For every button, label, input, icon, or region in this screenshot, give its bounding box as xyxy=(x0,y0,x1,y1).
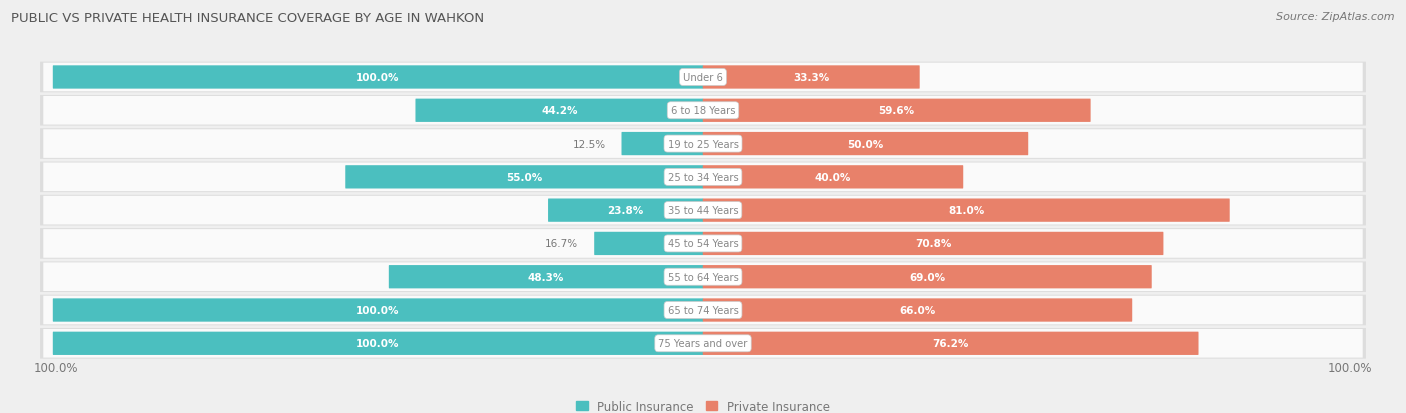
Text: 55.0%: 55.0% xyxy=(506,173,543,183)
Text: 33.3%: 33.3% xyxy=(793,73,830,83)
FancyBboxPatch shape xyxy=(44,263,1362,291)
Text: 65 to 74 Years: 65 to 74 Years xyxy=(668,305,738,315)
Text: 48.3%: 48.3% xyxy=(527,272,564,282)
Text: 35 to 44 Years: 35 to 44 Years xyxy=(668,206,738,216)
FancyBboxPatch shape xyxy=(39,195,1367,226)
Text: 50.0%: 50.0% xyxy=(848,139,883,149)
FancyBboxPatch shape xyxy=(44,329,1362,358)
FancyBboxPatch shape xyxy=(39,295,1367,325)
Text: 100.0%: 100.0% xyxy=(1327,361,1372,374)
FancyBboxPatch shape xyxy=(44,296,1362,325)
Text: Under 6: Under 6 xyxy=(683,73,723,83)
FancyBboxPatch shape xyxy=(703,266,1152,289)
Text: 81.0%: 81.0% xyxy=(948,206,984,216)
FancyBboxPatch shape xyxy=(39,228,1367,259)
Text: 100.0%: 100.0% xyxy=(34,361,79,374)
FancyBboxPatch shape xyxy=(703,166,963,189)
Text: 66.0%: 66.0% xyxy=(900,305,935,315)
FancyBboxPatch shape xyxy=(39,129,1367,159)
FancyBboxPatch shape xyxy=(595,232,703,256)
FancyBboxPatch shape xyxy=(703,232,1163,256)
Text: 40.0%: 40.0% xyxy=(815,173,851,183)
Legend: Public Insurance, Private Insurance: Public Insurance, Private Insurance xyxy=(571,395,835,413)
FancyBboxPatch shape xyxy=(703,199,1230,222)
FancyBboxPatch shape xyxy=(44,64,1362,92)
FancyBboxPatch shape xyxy=(44,130,1362,159)
FancyBboxPatch shape xyxy=(703,100,1091,123)
FancyBboxPatch shape xyxy=(44,97,1362,125)
Text: 6 to 18 Years: 6 to 18 Years xyxy=(671,106,735,116)
Text: 70.8%: 70.8% xyxy=(915,239,952,249)
FancyBboxPatch shape xyxy=(415,100,703,123)
FancyBboxPatch shape xyxy=(53,332,703,355)
FancyBboxPatch shape xyxy=(346,166,703,189)
Text: 100.0%: 100.0% xyxy=(356,73,399,83)
Text: 59.6%: 59.6% xyxy=(879,106,915,116)
FancyBboxPatch shape xyxy=(39,328,1367,359)
Text: 45 to 54 Years: 45 to 54 Years xyxy=(668,239,738,249)
FancyBboxPatch shape xyxy=(703,299,1132,322)
Text: 23.8%: 23.8% xyxy=(607,206,644,216)
FancyBboxPatch shape xyxy=(53,66,703,89)
FancyBboxPatch shape xyxy=(44,196,1362,225)
FancyBboxPatch shape xyxy=(389,266,703,289)
FancyBboxPatch shape xyxy=(39,96,1367,126)
FancyBboxPatch shape xyxy=(548,199,703,222)
Text: 55 to 64 Years: 55 to 64 Years xyxy=(668,272,738,282)
Text: 12.5%: 12.5% xyxy=(572,139,606,149)
FancyBboxPatch shape xyxy=(39,62,1367,93)
FancyBboxPatch shape xyxy=(53,299,703,322)
FancyBboxPatch shape xyxy=(44,230,1362,258)
Text: 19 to 25 Years: 19 to 25 Years xyxy=(668,139,738,149)
FancyBboxPatch shape xyxy=(703,332,1198,355)
Text: Source: ZipAtlas.com: Source: ZipAtlas.com xyxy=(1277,12,1395,22)
Text: PUBLIC VS PRIVATE HEALTH INSURANCE COVERAGE BY AGE IN WAHKON: PUBLIC VS PRIVATE HEALTH INSURANCE COVER… xyxy=(11,12,485,25)
FancyBboxPatch shape xyxy=(44,163,1362,192)
Text: 44.2%: 44.2% xyxy=(541,106,578,116)
Text: 75 Years and over: 75 Years and over xyxy=(658,339,748,349)
Text: 76.2%: 76.2% xyxy=(932,339,969,349)
FancyBboxPatch shape xyxy=(621,133,703,156)
Text: 25 to 34 Years: 25 to 34 Years xyxy=(668,173,738,183)
FancyBboxPatch shape xyxy=(39,262,1367,292)
FancyBboxPatch shape xyxy=(39,162,1367,193)
FancyBboxPatch shape xyxy=(703,66,920,89)
FancyBboxPatch shape xyxy=(703,133,1028,156)
Text: 100.0%: 100.0% xyxy=(356,305,399,315)
Text: 100.0%: 100.0% xyxy=(356,339,399,349)
Text: 69.0%: 69.0% xyxy=(910,272,945,282)
Text: 16.7%: 16.7% xyxy=(546,239,578,249)
